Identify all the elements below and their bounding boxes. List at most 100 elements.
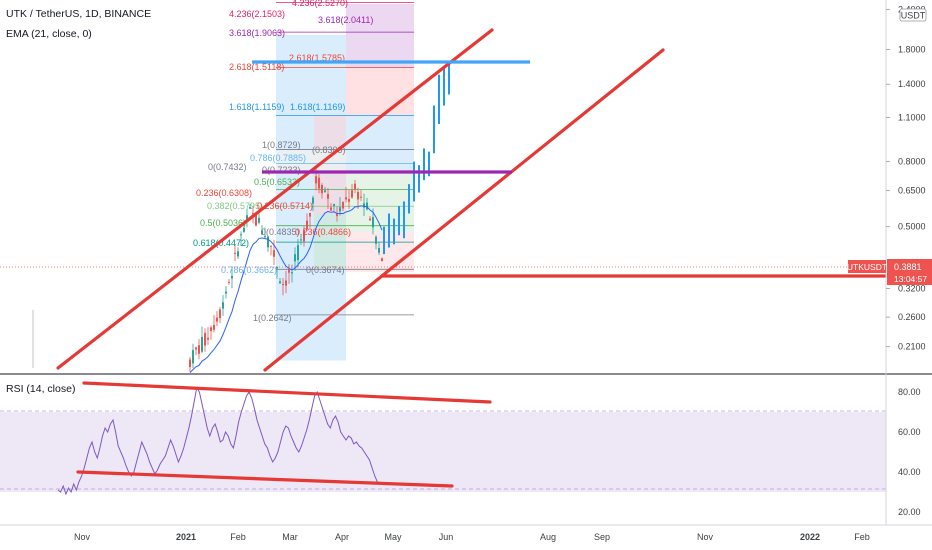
fib-label: 0.236(0.6308) [196,188,252,198]
currency-badge[interactable] [899,8,927,22]
price-badge-price: 0.3881 [894,262,922,272]
trend-channel-lower [263,48,665,372]
candle-body [264,236,266,238]
candle-body [333,204,335,207]
candle-body [336,214,338,217]
fib-label: 0(0.3674) [306,265,345,275]
ema-legend[interactable]: EMA (21, close, 0) [6,28,92,40]
price-badge-symbol: UTKUSDT [847,262,887,272]
price-badge: UTKUSDT 0.3881 13:04:57 [847,259,932,285]
trend-drawings [56,28,886,372]
time-tick-label: Aug [540,532,556,542]
time-tick-label: Jun [439,532,454,542]
candle-body [258,217,260,223]
fib-zones [276,2,414,361]
candle-body [276,266,278,269]
candle-body [228,281,230,283]
price-tick-label: 1.1000 [898,113,926,123]
price-tick-label: 0.2100 [898,342,926,352]
candle-body [192,350,194,364]
candle-body [375,236,377,244]
candle-body [318,177,320,189]
fib-label: 3.618(1.9063) [229,28,285,38]
rsi-tick-label: 40.00 [898,467,921,477]
time-tick-label: Sep [594,532,610,542]
fib-zone [314,213,346,269]
fib-label: 0.5(0.6533) [254,177,300,187]
price-tick-label: 0.8000 [898,157,926,167]
candle-body [366,202,368,210]
candle-body [201,336,203,352]
candle-body [378,247,380,253]
time-tick-label: May [384,532,402,542]
candle-body [345,197,347,200]
candle-body [270,245,272,247]
candle-body [261,230,263,235]
candle-body [324,190,326,193]
candle-body [327,194,329,199]
fib-label: 4.236(2.5270) [292,0,348,8]
fib-label: 0.5(0.5036) [200,218,246,228]
rsi-tick-label: 60.00 [898,427,921,437]
fib-zone [346,4,414,68]
time-tick-label: Mar [282,532,298,542]
fib-label: 3.618(2.0411) [318,15,373,25]
candle-body [309,213,311,217]
candle-body [249,207,251,209]
price-tick-label: 0.3200 [898,283,926,293]
candle-body [222,302,224,309]
candle-body [282,283,284,285]
candle-body [294,254,296,262]
fib-zone [346,172,414,233]
fib-label: 1.618(1.1159) [229,102,284,112]
price-tick-label: 1.8000 [898,44,926,54]
time-tick-label: 2022 [800,532,820,542]
ema-line [189,205,383,374]
fib-label: 4.236(2.1503) [229,9,285,19]
candle-body [363,203,365,208]
time-axis[interactable]: Nov 2021 Feb Mar Apr May Jun Aug Sep Nov 2022 Feb [74,532,870,542]
fib-label: 1.618(1.1169) [290,102,345,112]
fib-label: (0.8303) [312,145,346,155]
candle-body [219,309,221,319]
symbol-legend[interactable]: UTK / TetherUS, 1D, BINANCE [6,8,151,20]
fib-label: 0(0.7233) [262,165,301,175]
candle-body [189,359,191,368]
candle-body [303,230,305,242]
candle-body [306,220,308,230]
candles [32,166,383,373]
fib-label: 0.786(0.7885) [250,153,306,163]
price-badge-value-bg [887,259,932,285]
candle-body [207,337,209,340]
candle-body [372,217,374,228]
candle-body [273,250,275,257]
price-tick-label: 0.6500 [898,185,926,195]
price-tick-label: 0.2600 [898,312,926,322]
fib-zone [346,115,414,173]
candle-body [213,325,215,330]
price-tick-label: 1.4000 [898,79,926,89]
candle-body [195,347,197,350]
rsi-axis[interactable]: 80.00 60.00 40.00 20.00 [898,387,921,517]
candle-body [240,234,242,236]
trend-channel-upper [56,28,494,370]
rsi-trend-drawings [76,381,492,488]
candle-body [216,317,218,322]
candle-body [321,185,323,194]
fib-label: 2.618(1.5785) [289,53,345,63]
candle-body [255,214,257,226]
currency-badge-label: USDT [901,11,926,21]
rsi-legend[interactable]: RSI (14, close) [6,383,75,395]
fib-labels: 4.236(2.5270) 3.618(2.0411) 4.236(2.1503) 3… [193,0,373,323]
candle-body [381,258,383,262]
time-tick-label: Apr [335,532,349,542]
candle-body [369,218,371,221]
time-tick-label: Nov [697,532,714,542]
rsi-band [0,412,886,492]
candle-body [198,345,200,354]
candle-body [252,213,254,215]
fib-label: 1(0.2642) [253,313,292,323]
fib-label: 0.382(0.5795) [207,201,263,211]
candle-body [237,251,239,257]
